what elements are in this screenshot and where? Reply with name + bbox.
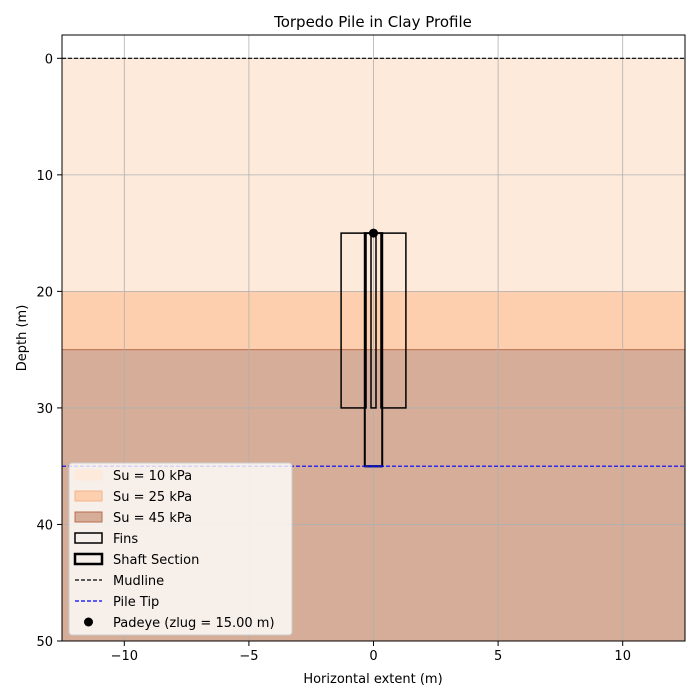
legend-label-6: Pile Tip: [113, 595, 159, 610]
x-tick-label-0: −10: [111, 649, 138, 664]
x-axis-label: Horizontal extent (m): [303, 672, 442, 687]
legend-swatch-0: [74, 469, 103, 481]
y-tick-label-1: 10: [36, 169, 53, 184]
legend-swatch-1: [74, 490, 103, 502]
legend-label-3: Fins: [113, 532, 138, 547]
legend-label-1: Su = 25 kPa: [113, 490, 192, 505]
fin-1: [340, 232, 367, 409]
legend-box: [68, 462, 293, 636]
legend-label-0: Su = 10 kPa: [113, 469, 192, 484]
padeye-marker: [369, 228, 378, 238]
y-tick-label-2: 20: [36, 285, 53, 300]
legend-swatch-4: [73, 552, 104, 566]
legend-swatch-7: [84, 617, 93, 627]
legend-label-2: Su = 45 kPa: [113, 511, 192, 526]
y-tick-label-5: 50: [36, 635, 53, 650]
x-tick-label-3: 5: [494, 649, 502, 664]
y-tick-label-4: 40: [36, 518, 53, 533]
x-tick-label-1: −5: [239, 649, 258, 664]
legend-label-4: Shaft Section: [113, 553, 199, 568]
legend-label-7: Padeye (zlug = 15.00 m): [113, 616, 275, 631]
x-tick-label-2: 0: [369, 649, 377, 664]
fin-2: [380, 232, 407, 409]
y-tick-label-3: 30: [36, 402, 53, 417]
y-tick-label-0: 0: [45, 52, 53, 67]
x-tick-label-4: 10: [614, 649, 631, 664]
legend-swatch-2: [74, 511, 103, 523]
chart-title: Torpedo Pile in Clay Profile: [273, 13, 472, 31]
y-axis-label: Depth (m): [15, 305, 30, 372]
legend: Su = 10 kPa Su = 25 kPa Su = 45 kPa Fins Sha…: [68, 462, 293, 636]
legend-swatch-3: [74, 532, 103, 544]
legend-label-5: Mudline: [113, 574, 164, 589]
